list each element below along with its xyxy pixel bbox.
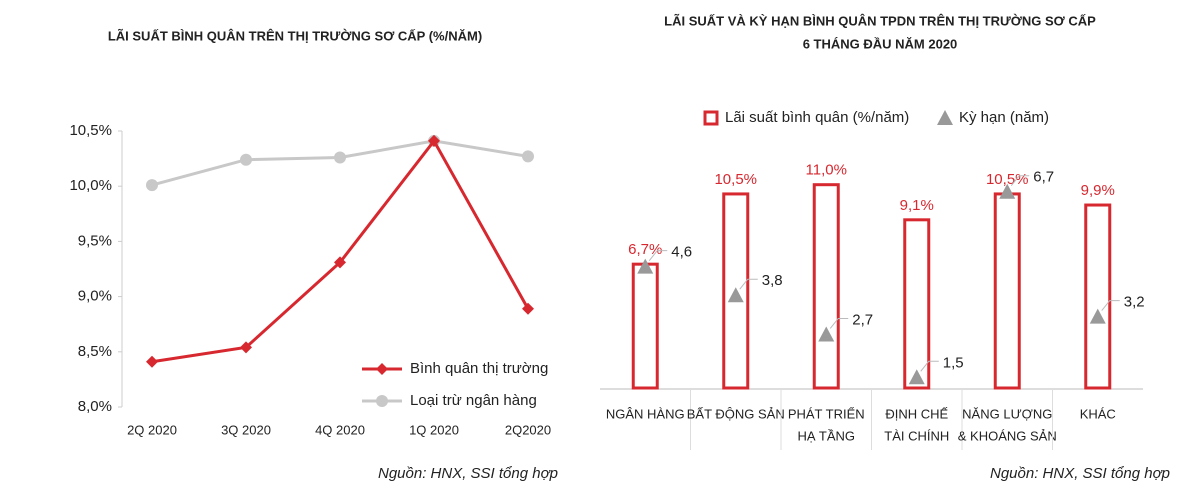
point (240, 153, 252, 166)
y-tick-label: 10,5% (69, 122, 112, 139)
legend-marker (937, 110, 953, 125)
legend-marker (376, 363, 388, 375)
x-tick-label: HẠ TẦNG (797, 428, 855, 443)
source: Nguồn: HNX, SSI tổng hợp (378, 465, 558, 482)
legend-label: Bình quân thị trường (410, 360, 548, 377)
y-tick-label: 9,0% (78, 288, 112, 305)
point (1089, 308, 1106, 324)
point (334, 256, 346, 269)
legend-label: Lãi suất bình quân (%/năm) (725, 109, 909, 126)
value-label: 3,8 (762, 272, 783, 289)
leader (829, 317, 849, 329)
bar (903, 218, 931, 390)
x-tick-label: 1Q 2020 (409, 422, 459, 437)
chart-title: LÃI SUẤT BÌNH QUÂN TRÊN THỊ TRƯỜNG SƠ CẤ… (108, 28, 482, 43)
legend-marker (703, 110, 719, 126)
legend-label: Kỳ hạn (năm) (959, 109, 1049, 126)
value-label: 3,2 (1124, 294, 1145, 311)
value-label: 11,0% (806, 162, 847, 179)
point (240, 341, 252, 354)
x-tick-label: & KHOÁNG SẢN (958, 428, 1057, 443)
point (146, 355, 158, 368)
point (146, 179, 158, 192)
value-label: 10,5% (714, 171, 757, 188)
x-tick-label: 2Q2020 (505, 422, 551, 437)
leader (1010, 175, 1030, 187)
point (334, 151, 346, 164)
point (637, 258, 654, 274)
x-tick-label: TÀI CHÍNH (884, 428, 949, 443)
point (999, 183, 1016, 199)
bar (1084, 203, 1112, 390)
x-tick-label: BẤT ĐỘNG SẢN (687, 406, 785, 421)
x-tick-label: NĂNG LƯỢNG (962, 406, 1052, 421)
legend-label: Loại trừ ngân hàng (410, 392, 537, 409)
chart-title: LÃI SUẤT VÀ KỲ HẠN BÌNH QUÂN TPDN TRÊN T… (664, 13, 1096, 28)
x-tick-label: ĐỊNH CHẾ (885, 406, 948, 421)
y-tick-label: 8,5% (78, 343, 112, 360)
value-label: 6,7% (628, 241, 662, 258)
value-label: 9,1% (900, 197, 934, 214)
x-tick-label: KHÁC (1080, 406, 1116, 421)
bar (993, 192, 1021, 390)
value-label: 6,7 (1033, 169, 1054, 186)
x-tick-label: 2Q 2020 (127, 422, 177, 437)
leader (648, 250, 668, 261)
x-tick-label: 3Q 2020 (221, 422, 271, 437)
source: Nguồn: HNX, SSI tổng hợp (990, 465, 1170, 482)
y-tick-label: 8,0% (78, 398, 112, 415)
x-tick-label: PHÁT TRIỂN (788, 406, 865, 421)
point (428, 134, 440, 147)
chart-subtitle: 6 THÁNG ĐẦU NĂM 2020 (803, 36, 958, 51)
value-label: 2,7 (852, 311, 873, 328)
value-label: 4,6 (671, 244, 692, 261)
value-label: 1,5 (943, 354, 964, 371)
bar (812, 183, 840, 390)
point (818, 326, 835, 342)
line (151, 138, 530, 364)
leader (739, 278, 758, 290)
point (908, 369, 925, 385)
value-label: 10,5% (986, 171, 1029, 188)
y-tick-label: 9,5% (78, 232, 112, 249)
point (522, 302, 534, 315)
legend-marker (376, 395, 388, 407)
y-tick-label: 10,0% (69, 177, 112, 194)
point (522, 150, 534, 163)
point (727, 287, 744, 303)
leader (1101, 300, 1120, 311)
value-label: 9,9% (1081, 182, 1115, 199)
leader (920, 360, 939, 372)
bar (631, 262, 659, 390)
x-tick-label: 4Q 2020 (315, 422, 365, 437)
x-tick-label: NGÂN HÀNG (606, 406, 685, 421)
